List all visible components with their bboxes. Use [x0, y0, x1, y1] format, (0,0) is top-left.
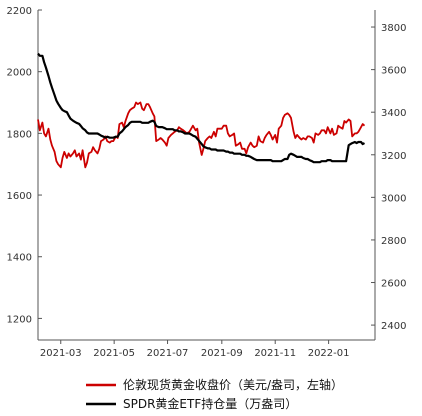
y-left-tick-label: 2200 [7, 6, 32, 17]
y-right-tick-label: 3400 [381, 108, 406, 119]
chart-axes: 1200 1400 1600 1800 2000 2200 2400 2600 2800 3000… [7, 6, 407, 359]
y-right-tick-label: 3800 [381, 23, 406, 34]
y-right-tick-label: 2400 [381, 321, 406, 332]
y-left-tick-label: 1200 [7, 314, 32, 325]
x-tick-label: 2021-11 [254, 348, 296, 359]
series-line-gold-price [37, 101, 366, 169]
y-left-tick-label: 1600 [7, 191, 32, 202]
x-tick-label: 2021-07 [147, 348, 189, 359]
legend: 伦敦现货黄金收盘价（美元/盎司，左轴） SPDR黄金ETF持仓量（万盎司） [86, 377, 343, 411]
y-left-tick-label: 1800 [7, 129, 32, 140]
y-right-tick-label: 2800 [381, 236, 406, 247]
y-right-tick-label: 3200 [381, 151, 406, 162]
y-right-tick-label: 2600 [381, 279, 406, 290]
x-tick-label: 2022-01 [308, 348, 350, 359]
legend-label-gold-price: 伦敦现货黄金收盘价（美元/盎司，左轴） [123, 377, 343, 392]
x-tick-label: 2021-03 [40, 348, 82, 359]
y-right-tick-label: 3600 [381, 66, 406, 77]
series-line-spdr-holdings [37, 52, 366, 164]
x-tick-label: 2021-09 [201, 348, 243, 359]
y-right-tick-label: 3000 [381, 193, 406, 204]
x-tick-label: 2021-05 [93, 348, 135, 359]
legend-label-spdr-holdings: SPDR黄金ETF持仓量（万盎司） [123, 396, 297, 411]
y-left-tick-label: 1400 [7, 253, 32, 264]
plot-area [37, 52, 366, 169]
y-left-tick-label: 2000 [7, 68, 32, 79]
